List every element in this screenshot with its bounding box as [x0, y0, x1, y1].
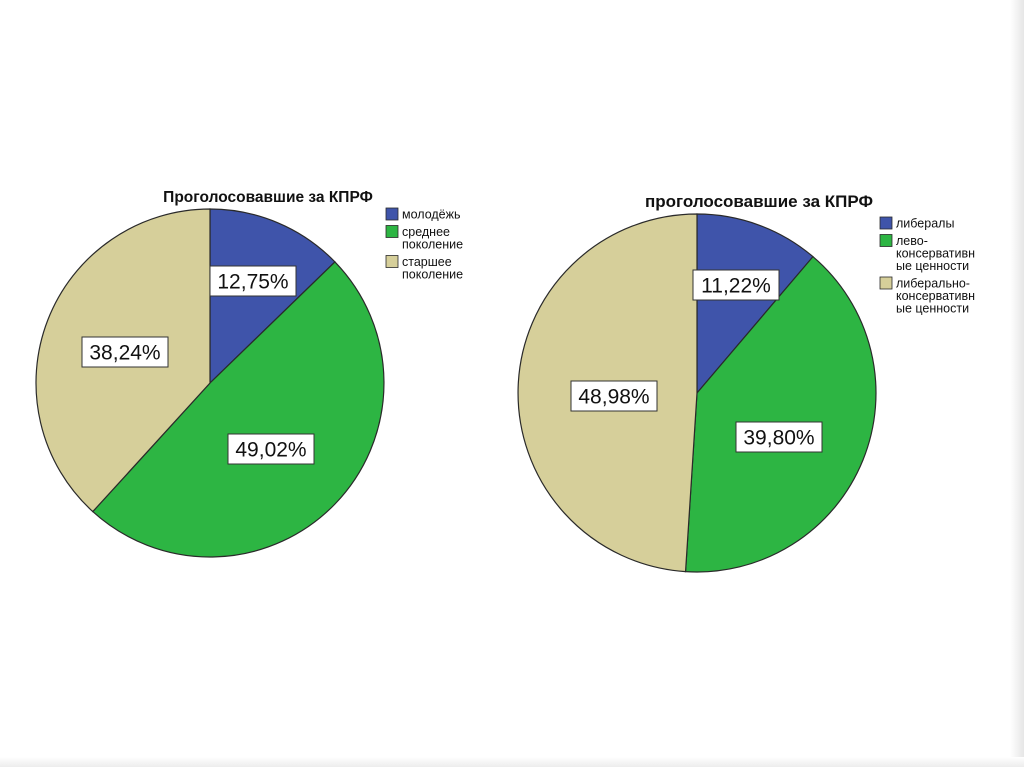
data-label: 12,75%	[209, 265, 297, 297]
slide-edge-shadow	[1010, 0, 1024, 767]
data-label-text: 39,80%	[743, 427, 814, 450]
legend-swatch	[385, 207, 399, 221]
legend-label: либерально-	[896, 277, 970, 291]
legend-item: молодёжь	[385, 207, 461, 222]
legend-label: ые ценности	[896, 259, 969, 273]
legend-label: либералы	[896, 217, 954, 231]
legend-label: молодёжь	[402, 208, 461, 222]
legend-swatch	[879, 234, 893, 247]
legend-label: поколение	[402, 268, 463, 282]
legend-label: лево-	[896, 234, 928, 248]
legend-swatch	[385, 255, 399, 268]
data-label: 39,80%	[735, 421, 823, 453]
data-label-text: 12,75%	[217, 271, 288, 294]
data-label-box	[227, 433, 315, 465]
legend-label: консервативн	[896, 247, 975, 261]
legend-swatch	[879, 276, 893, 290]
data-label-text: 48,98%	[578, 386, 649, 409]
legend-label: поколение	[402, 238, 463, 252]
pie-slice	[91, 261, 385, 558]
data-label: 49,02%	[227, 433, 315, 465]
data-label-text: 38,24%	[89, 342, 160, 365]
chart-title: проголосовавшие за КПРФ	[645, 192, 873, 211]
legend-swatch	[879, 216, 893, 230]
data-label-box	[209, 265, 297, 297]
data-label: 48,98%	[570, 380, 658, 412]
data-label-box	[570, 380, 658, 412]
legend-label: среднее	[402, 225, 450, 239]
legend-swatch	[385, 225, 399, 238]
data-label-box	[692, 269, 780, 301]
pie-slice	[684, 255, 877, 573]
data-label-text: 49,02%	[235, 439, 306, 462]
pie-chart-2: проголосовавшие за КПРФ 11,22% 39,80% 48,98…	[517, 192, 975, 573]
data-label: 11,22%	[692, 269, 780, 301]
data-label-box	[735, 421, 823, 453]
legend-item: либералы	[879, 216, 954, 231]
slide-bottom-shadow	[0, 757, 1024, 767]
legend-label: консервативн	[896, 289, 975, 303]
pie-chart-1: Проголосовавшие за КПРФ 12,75% 49,02% 38,24…	[35, 189, 463, 558]
legend-label: старшее	[402, 255, 452, 269]
legend-label: ые ценности	[896, 302, 969, 316]
data-label-text: 11,22%	[701, 275, 771, 298]
data-label-box	[81, 336, 169, 368]
chart-title: Проголосовавшие за КПРФ	[163, 189, 373, 206]
pie-slice	[696, 213, 814, 395]
data-label: 38,24%	[81, 336, 169, 368]
